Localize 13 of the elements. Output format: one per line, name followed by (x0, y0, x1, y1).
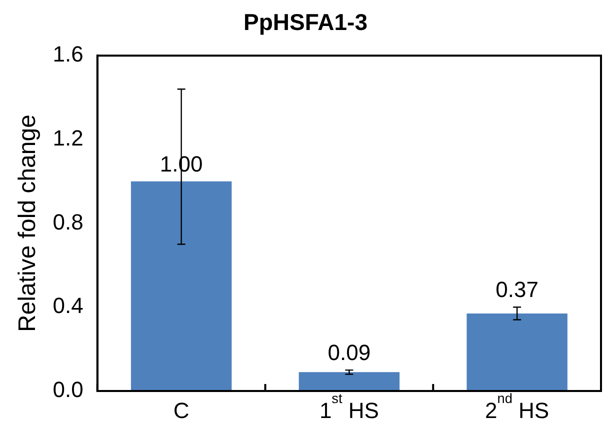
y-tick-label: 1.2 (52, 126, 84, 151)
y-tick-label: 0.4 (52, 293, 84, 318)
y-axis-title: Relative fold change (14, 114, 42, 332)
chart-title: PpHSFA1-3 (244, 9, 368, 36)
y-tick-label: 0.0 (52, 377, 84, 402)
bar (130, 181, 232, 391)
y-tick-label: 1.6 (52, 42, 84, 67)
x-tick-label: C (173, 398, 190, 424)
y-tick-label: 0.8 (52, 209, 84, 234)
bar (298, 372, 400, 391)
bar (466, 313, 568, 391)
data-label: 0.37 (496, 277, 538, 302)
data-label: 0.09 (328, 340, 371, 366)
